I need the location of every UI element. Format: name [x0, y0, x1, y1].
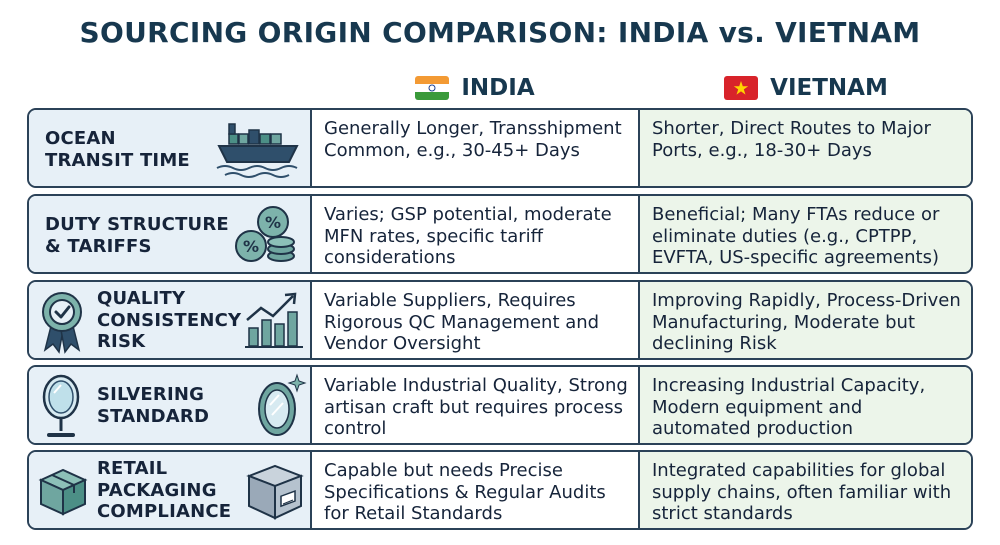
vietnam-column-label: VIETNAM — [770, 75, 888, 101]
cargo-ship-icon — [216, 123, 299, 178]
open-box-icon — [38, 468, 88, 516]
vietnam-cell: Increasing Industrial Capacity, Modern e… — [640, 367, 971, 443]
svg-text:%: % — [265, 213, 281, 232]
row-label: SILVERING STANDARD — [97, 384, 210, 427]
comparison-row-packaging-compliance: RETAIL PACKAGING COMPLIANCE Capable but … — [27, 450, 973, 530]
row-label: QUALITY CONSISTENCY RISK — [97, 288, 242, 352]
row-label-cell: DUTY STRUCTURE & TARIFFS % % — [29, 196, 312, 272]
comparison-row-ocean-transit: OCEAN TRANSIT TIME Generally Longer, Tra… — [27, 108, 973, 188]
vietnam-cell: Integrated capabilities for global suppl… — [640, 452, 971, 528]
vietnam-cell: Shorter, Direct Routes to Major Ports, e… — [640, 110, 971, 186]
india-cell: Capable but needs Precise Specifications… — [312, 452, 640, 528]
growth-chart-icon — [245, 292, 303, 348]
mirror-icon — [258, 373, 307, 436]
india-cell: Varies; GSP potential, moderate MFN rate… — [312, 196, 640, 272]
package-box-icon — [246, 464, 304, 520]
vietnam-cell: Improving Rapidly, Process-Driven Manufa… — [640, 282, 971, 358]
svg-text:%: % — [243, 237, 259, 256]
quality-badge-icon — [42, 292, 82, 354]
comparison-row-quality-risk: QUALITY CONSISTENCY RISK Variable Suppli… — [27, 280, 973, 360]
row-label-cell: OCEAN TRANSIT TIME — [29, 110, 312, 186]
row-label-cell: QUALITY CONSISTENCY RISK — [29, 282, 312, 358]
india-column-label: INDIA — [461, 75, 535, 101]
india-cell: Generally Longer, Transshipment Common, … — [312, 110, 640, 186]
vanity-mirror-icon — [42, 374, 80, 437]
comparison-row-duty-structure: DUTY STRUCTURE & TARIFFS % % Varies; GSP… — [27, 194, 973, 274]
india-cell: Variable Industrial Quality, Strong arti… — [312, 367, 640, 443]
vietnam-cell: Beneficial; Many FTAs reduce or eliminat… — [640, 196, 971, 272]
row-label-cell: RETAIL PACKAGING COMPLIANCE — [29, 452, 312, 528]
vietnam-column-header: VIETNAM — [640, 70, 972, 106]
row-label: DUTY STRUCTURE & TARIFFS — [45, 214, 229, 257]
comparison-row-silvering-standard: SILVERING STANDARD Variable Industrial Q… — [27, 365, 973, 445]
page-title: SOURCING ORIGIN COMPARISON: INDIA vs. VI… — [79, 16, 921, 49]
vietnam-flag-icon — [724, 76, 759, 100]
india-column-header: INDIA — [310, 70, 640, 106]
india-cell: Variable Suppliers, Requires Rigorous QC… — [312, 282, 640, 358]
row-label: RETAIL PACKAGING COMPLIANCE — [97, 458, 232, 522]
row-label: OCEAN TRANSIT TIME — [45, 128, 190, 171]
percent-coins-icon: % % — [235, 206, 295, 262]
row-label-cell: SILVERING STANDARD — [29, 367, 312, 443]
india-flag-icon — [415, 76, 450, 100]
